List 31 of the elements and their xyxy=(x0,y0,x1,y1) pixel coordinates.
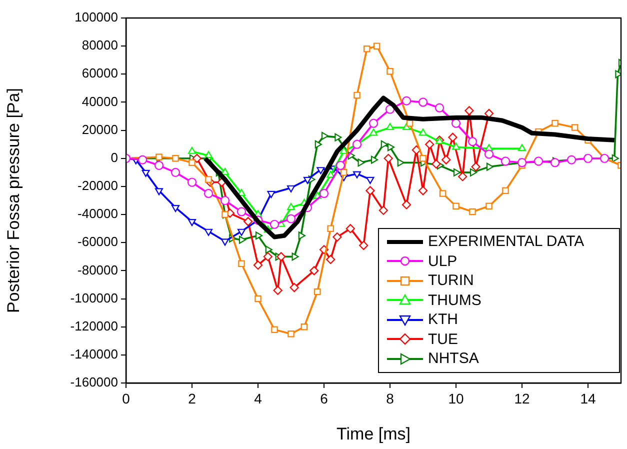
legend-label: TURIN xyxy=(428,272,474,290)
legend-label: EXPERIMENTAL DATA xyxy=(428,233,584,250)
y-tick-label: -140000 xyxy=(70,346,118,362)
x-tick-label: 10 xyxy=(448,390,464,406)
y-tick-label: 60000 xyxy=(82,66,118,81)
x-axis-title: Time [ms] xyxy=(336,424,410,444)
y-tick-label: -120000 xyxy=(70,318,118,334)
x-tick-label: 0 xyxy=(122,390,130,406)
y-tick-label: -80000 xyxy=(78,262,118,278)
y-tick-label: -60000 xyxy=(78,234,118,250)
y-tick-label: -40000 xyxy=(78,206,118,222)
y-axis-title: Posterior Fossa pressure [Pa] xyxy=(4,88,23,313)
y-tick-label: 0 xyxy=(110,150,118,165)
legend-label: TUE xyxy=(428,330,458,348)
y-tick-label: 20000 xyxy=(82,122,118,137)
x-tick-label: 2 xyxy=(188,390,196,406)
y-tick-label: 40000 xyxy=(82,94,118,109)
x-tick-label: 8 xyxy=(386,390,394,406)
legend-label: NHTSA xyxy=(428,350,479,368)
y-tick-label: 80000 xyxy=(82,38,118,53)
y-tick-label: -100000 xyxy=(70,290,118,306)
x-tick-label: 4 xyxy=(254,390,262,406)
legend-label: THUMS xyxy=(428,292,482,309)
y-tick-label: 100000 xyxy=(74,10,118,25)
x-tick-label: 12 xyxy=(514,390,530,406)
legend-label: ULP xyxy=(428,252,458,270)
x-tick-label: 6 xyxy=(320,390,328,406)
y-tick-label: -20000 xyxy=(78,178,118,194)
legend-label: KTH xyxy=(428,311,458,328)
x-tick-label: 14 xyxy=(580,390,596,406)
y-tick-label: -160000 xyxy=(70,374,118,390)
